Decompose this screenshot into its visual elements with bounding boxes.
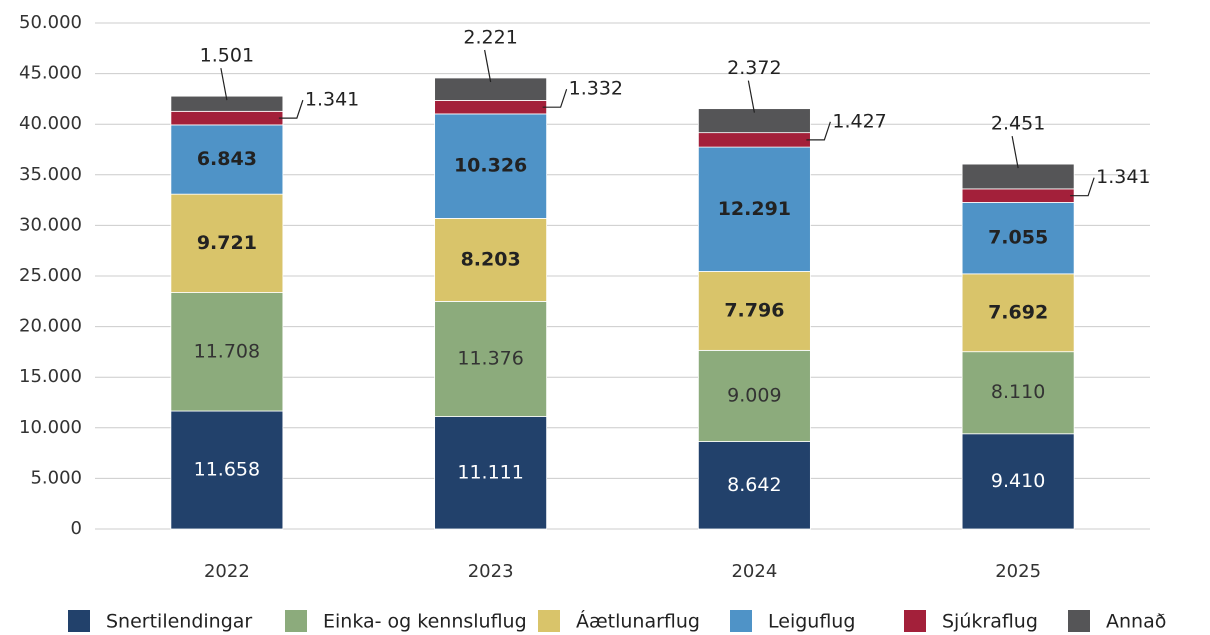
bar-segment	[434, 100, 548, 115]
bar-segment	[961, 188, 1075, 203]
data-label: 1.332	[569, 78, 623, 100]
leader-line	[1011, 135, 1019, 169]
data-label: 2.221	[463, 26, 517, 48]
data-label: 2.372	[727, 57, 781, 79]
bar-segment	[697, 441, 811, 530]
legend-label: Annað	[1106, 611, 1166, 633]
y-tick-label: 40.000	[19, 113, 82, 134]
data-label: 6.843	[197, 148, 257, 170]
data-label: 9.410	[991, 470, 1045, 492]
leader-line	[747, 80, 755, 113]
bar-segment	[170, 292, 284, 412]
data-label: 11.658	[194, 459, 260, 481]
data-label: 1.501	[200, 45, 254, 67]
leader-line	[278, 99, 304, 119]
bar-segment	[170, 95, 284, 112]
y-tick-label: 0	[71, 518, 82, 539]
legend-swatch	[1068, 610, 1090, 632]
bar-segment	[434, 113, 548, 219]
legend-label: Leiguflug	[768, 611, 855, 633]
data-label: 8.203	[461, 248, 521, 270]
y-tick-label: 5.000	[30, 467, 82, 488]
legend-swatch	[285, 610, 307, 632]
y-tick-label: 30.000	[19, 214, 82, 235]
x-tick-label: 2023	[468, 561, 514, 582]
legend-label: Sjúkraflug	[942, 611, 1038, 633]
data-label: 10.326	[454, 155, 527, 177]
leader-line	[484, 49, 492, 83]
legend-swatch	[904, 610, 926, 632]
bar-segment	[170, 410, 284, 530]
bar-segment	[961, 273, 1075, 353]
legend-label: Einka- og kennsluflug	[323, 611, 527, 633]
leader-line	[220, 68, 228, 101]
y-tick-label: 50.000	[19, 12, 82, 33]
data-label: 7.796	[724, 299, 784, 321]
data-label: 7.692	[988, 301, 1048, 323]
legend-swatch	[68, 610, 90, 632]
data-label: 8.642	[727, 474, 781, 496]
data-label: 11.111	[457, 461, 523, 483]
x-tick-label: 2022	[204, 561, 250, 582]
y-tick-label: 35.000	[19, 164, 82, 185]
y-tick-label: 20.000	[19, 316, 82, 337]
data-label: 12.291	[718, 198, 791, 220]
bar-segment	[697, 146, 811, 272]
y-tick-label: 15.000	[19, 366, 82, 387]
legend-label: Snertilendingar	[106, 611, 252, 633]
leader-line	[542, 88, 568, 108]
bar-segment	[170, 193, 284, 293]
data-label: 9.721	[197, 232, 257, 254]
data-label: 7.055	[988, 227, 1048, 249]
bar-segment	[434, 416, 548, 530]
y-tick-label: 45.000	[19, 63, 82, 84]
data-label: 1.427	[832, 110, 886, 132]
legend-swatch	[730, 610, 752, 632]
y-tick-label: 25.000	[19, 265, 82, 286]
data-label: 2.451	[991, 113, 1045, 135]
leader-line	[806, 121, 831, 141]
legend-swatch	[538, 610, 560, 632]
bar-segment	[697, 108, 811, 134]
bar-segment	[697, 349, 811, 442]
x-tick-label: 2025	[995, 561, 1041, 582]
data-label: 1.341	[305, 89, 359, 111]
bar-segment	[961, 202, 1075, 275]
bar-segment	[434, 77, 548, 101]
y-tick-label: 10.000	[19, 417, 82, 438]
bar-segment	[434, 301, 548, 417]
bar-segment	[170, 110, 284, 126]
data-label: 9.009	[727, 384, 781, 406]
legend-label: Áætlunarflug	[576, 610, 700, 633]
x-tick-label: 2024	[731, 561, 777, 582]
bar-segment	[170, 124, 284, 195]
data-label: 8.110	[991, 381, 1045, 403]
bar-segment	[697, 132, 811, 148]
bar-segment	[961, 433, 1075, 530]
bar-segment	[961, 351, 1075, 435]
bar-segment	[961, 163, 1075, 190]
data-label: 11.708	[194, 340, 260, 362]
data-label: 1.341	[1096, 166, 1150, 188]
leader-line	[1070, 177, 1095, 197]
data-label: 11.376	[457, 347, 523, 369]
bar-segment	[697, 271, 811, 351]
